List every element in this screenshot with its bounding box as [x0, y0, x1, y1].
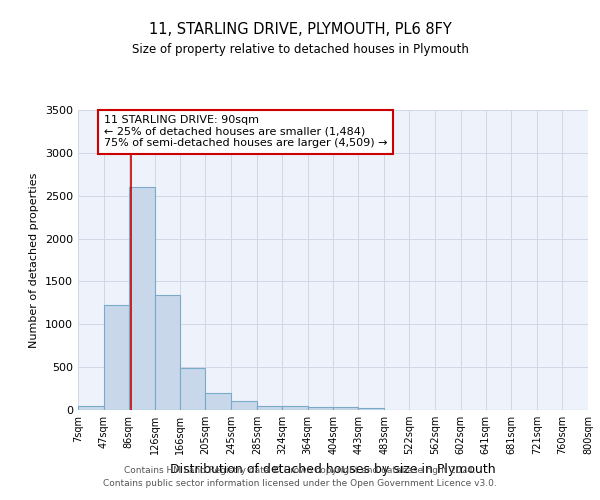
Bar [308, 408, 334, 410]
Bar [257, 406, 282, 410]
Bar [358, 408, 384, 410]
Bar [104, 304, 129, 410]
Text: 11 STARLING DRIVE: 90sqm
← 25% of detached houses are smaller (1,484)
75% of sem: 11 STARLING DRIVE: 90sqm ← 25% of detach… [104, 115, 387, 148]
Bar [231, 401, 257, 410]
Bar [334, 408, 358, 410]
Bar [282, 406, 308, 410]
Bar [129, 187, 155, 410]
X-axis label: Distribution of detached houses by size in Plymouth: Distribution of detached houses by size … [170, 462, 496, 475]
Bar [205, 394, 231, 410]
Y-axis label: Number of detached properties: Number of detached properties [29, 172, 40, 348]
Text: Contains HM Land Registry data © Crown copyright and database right 2024.
Contai: Contains HM Land Registry data © Crown c… [103, 466, 497, 487]
Text: Size of property relative to detached houses in Plymouth: Size of property relative to detached ho… [131, 42, 469, 56]
Bar [180, 368, 205, 410]
Bar [78, 406, 104, 410]
Text: 11, STARLING DRIVE, PLYMOUTH, PL6 8FY: 11, STARLING DRIVE, PLYMOUTH, PL6 8FY [149, 22, 451, 38]
Bar [155, 295, 180, 410]
